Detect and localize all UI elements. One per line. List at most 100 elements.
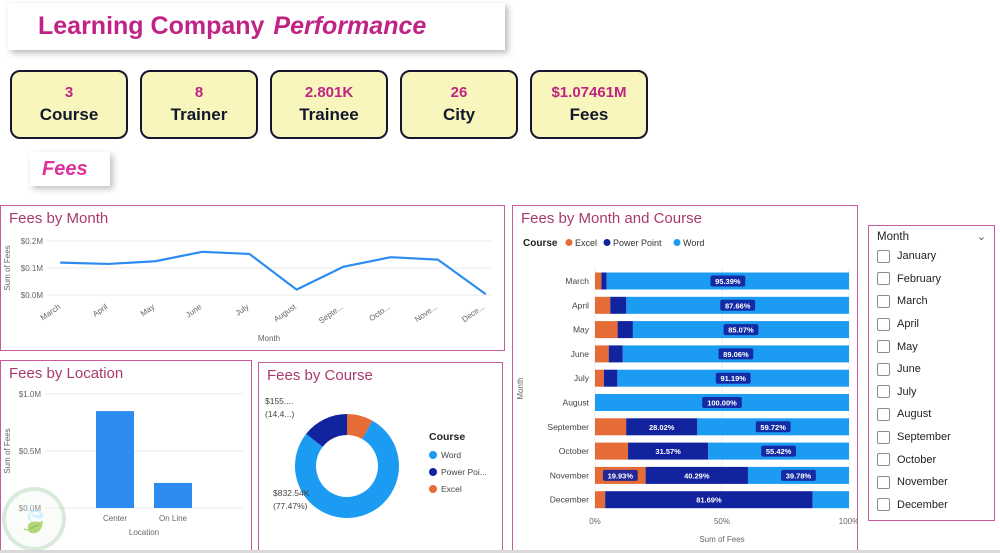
- slicer-option-december[interactable]: December: [869, 494, 994, 517]
- svg-text:Sum of Fees: Sum of Fees: [3, 245, 12, 290]
- fees-by-month-course-plot[interactable]: Course Excel Power Point Word 0% 50% 100% March…: [513, 227, 859, 553]
- segment-may-power-point[interactable]: [617, 321, 633, 339]
- segment-march-excel[interactable]: [595, 272, 602, 290]
- svg-text:28.02%: 28.02%: [649, 423, 675, 432]
- slicer-title: Month: [877, 231, 909, 243]
- kpi-label: City: [442, 105, 476, 124]
- slicer-option-label: November: [897, 476, 948, 489]
- checkbox-icon[interactable]: [877, 340, 890, 354]
- kpi-value: $1.07461M: [551, 84, 627, 101]
- checkbox-icon[interactable]: [877, 498, 890, 512]
- line-chart-svg: $0.0M $0.1M $0.2M March April May June July Augu…: [3, 237, 491, 343]
- checkbox-icon[interactable]: [877, 430, 890, 444]
- svg-text:(14,4...): (14,4...): [265, 409, 294, 419]
- slicer-option-april[interactable]: April: [869, 313, 994, 336]
- segment-april-power-point[interactable]: [610, 296, 627, 314]
- slicer-option-october[interactable]: October: [869, 448, 994, 471]
- legend-dot-power-point: [603, 239, 611, 246]
- slice-power-point[interactable]: [306, 414, 347, 447]
- bar-center[interactable]: [96, 411, 134, 508]
- segment-july-power-point[interactable]: [603, 369, 618, 387]
- kpi-row: 3 Course 8 Trainer 2.801K Trainee 26 Cit…: [10, 70, 648, 139]
- segment-april-excel[interactable]: [595, 296, 611, 314]
- kpi-value: 26: [450, 84, 468, 101]
- slicer-option-label: August: [897, 408, 932, 421]
- svg-text:91.19%: 91.19%: [720, 374, 746, 383]
- svg-text:June: June: [571, 349, 590, 359]
- svg-text:On Line: On Line: [159, 514, 188, 523]
- slicer-option-may[interactable]: May: [869, 335, 994, 358]
- checkbox-icon[interactable]: [877, 407, 890, 421]
- checkbox-icon[interactable]: [877, 362, 890, 376]
- checkbox-icon[interactable]: [877, 249, 890, 263]
- svg-text:$0.0M: $0.0M: [21, 291, 44, 300]
- svg-text:Power Poi...: Power Poi...: [441, 467, 487, 477]
- svg-text:59.72%: 59.72%: [760, 423, 786, 432]
- svg-text:$1.0M: $1.0M: [19, 390, 42, 399]
- svg-text:40.29%: 40.29%: [684, 471, 710, 480]
- slicer-list: January February March April May June July Augu…: [869, 245, 994, 516]
- svg-text:Excel: Excel: [441, 484, 462, 494]
- svg-text:89.06%: 89.06%: [723, 350, 749, 359]
- segment-september-excel[interactable]: [595, 418, 627, 436]
- segment-july-excel[interactable]: [595, 369, 604, 387]
- svg-text:March: March: [565, 276, 589, 286]
- section-label: Fees: [42, 157, 88, 180]
- legend-dot-excel: [429, 485, 437, 493]
- segment-march-power-point[interactable]: [601, 272, 607, 290]
- checkbox-icon[interactable]: [877, 272, 890, 286]
- kpi-card-trainee[interactable]: 2.801K Trainee: [270, 70, 388, 139]
- watermark-logo: 🍃: [2, 487, 66, 551]
- svg-text:October: October: [559, 446, 589, 456]
- segment-december-excel[interactable]: [595, 491, 606, 509]
- bar-on-line[interactable]: [154, 482, 192, 508]
- checkbox-icon[interactable]: [877, 385, 890, 399]
- checkbox-icon[interactable]: [877, 317, 890, 331]
- checkbox-icon[interactable]: [877, 453, 890, 467]
- fees-by-month-course-chart: Fees by Month and Course Course Excel Powe…: [512, 205, 859, 553]
- slicer-option-february[interactable]: February: [869, 268, 994, 291]
- svg-text:June: June: [184, 302, 204, 320]
- slicer-option-july[interactable]: July: [869, 381, 994, 404]
- slicer-option-label: February: [897, 272, 942, 285]
- legend-dot-power-poi-: [429, 468, 437, 476]
- svg-text:87.66%: 87.66%: [725, 301, 751, 310]
- kpi-card-course[interactable]: 3 Course: [10, 70, 128, 139]
- slicer-option-january[interactable]: January: [869, 245, 994, 268]
- kpi-card-fees[interactable]: $1.07461M Fees: [530, 70, 648, 139]
- segment-october-excel[interactable]: [595, 442, 629, 460]
- segment-june-power-point[interactable]: [608, 345, 623, 363]
- svg-text:Course: Course: [429, 431, 465, 443]
- svg-text:$0.1M: $0.1M: [21, 264, 44, 273]
- slice-excel[interactable]: [347, 414, 373, 439]
- svg-text:Month: Month: [516, 377, 525, 399]
- chevron-down-icon[interactable]: ⌄: [976, 230, 986, 243]
- kpi-card-trainer[interactable]: 8 Trainer: [140, 70, 258, 139]
- svg-text:April: April: [572, 300, 589, 310]
- slicer-option-september[interactable]: September: [869, 426, 994, 449]
- slicer-option-june[interactable]: June: [869, 358, 994, 381]
- svg-text:Word: Word: [441, 450, 461, 460]
- slicer-option-label: June: [897, 363, 921, 376]
- segment-june-excel[interactable]: [595, 345, 609, 363]
- month-slicer: Month ⌄ January February March April May June…: [868, 225, 995, 521]
- slicer-option-november[interactable]: November: [869, 471, 994, 494]
- segment-december-word[interactable]: [812, 491, 849, 509]
- fees-by-month-plot[interactable]: $0.0M $0.1M $0.2M March April May June July Augu…: [1, 227, 504, 356]
- slicer-option-label: April: [897, 318, 920, 331]
- slicer-option-august[interactable]: August: [869, 403, 994, 426]
- slice-word[interactable]: [295, 420, 399, 518]
- slicer-option-march[interactable]: March: [869, 290, 994, 313]
- segment-may-excel[interactable]: [595, 321, 618, 339]
- kpi-card-city[interactable]: 26 City: [400, 70, 518, 139]
- checkbox-icon[interactable]: [877, 294, 890, 308]
- fees-by-course-plot[interactable]: $155.... (14,4...) $832.54K (77.47%) Course W…: [259, 384, 502, 553]
- checkbox-icon[interactable]: [877, 475, 890, 489]
- svg-text:April: April: [91, 302, 109, 319]
- svg-text:Excel: Excel: [575, 238, 597, 248]
- svg-text:85.07%: 85.07%: [728, 326, 754, 335]
- svg-text:Nove...: Nove...: [413, 302, 439, 324]
- slicer-header[interactable]: Month ⌄: [869, 226, 994, 245]
- svg-text:August: August: [272, 302, 298, 324]
- fees-line[interactable]: [59, 250, 487, 295]
